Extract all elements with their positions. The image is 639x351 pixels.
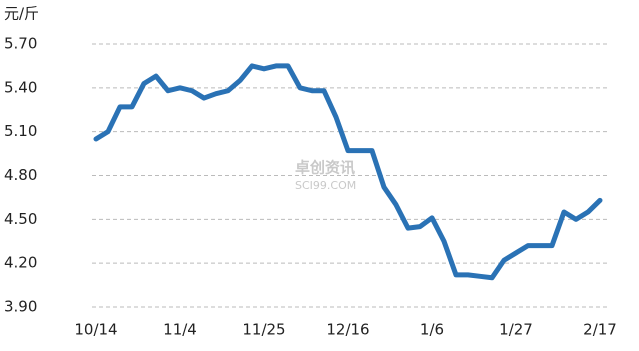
y-axis-label: 元/斤 (4, 5, 39, 23)
x-tick-label: 10/14 (74, 321, 117, 339)
y-tick-label: 5.40 (4, 78, 37, 96)
y-tick-label: 5.10 (4, 122, 37, 140)
watermark-sub: SCI99.COM (295, 179, 356, 192)
y-tick-label: 4.20 (4, 254, 37, 272)
data-line (93, 63, 603, 281)
x-tick-label: 11/25 (242, 321, 285, 339)
watermark: 卓创资讯 (295, 159, 355, 177)
y-tick-label: 4.50 (4, 210, 37, 228)
y-tick-label: 3.90 (4, 298, 37, 316)
x-tick-label: 11/4 (163, 321, 197, 339)
x-tick-label: 2/17 (583, 321, 617, 339)
y-tick-label: 4.80 (4, 166, 37, 184)
x-tick-label: 12/16 (326, 321, 369, 339)
x-tick-label: 1/27 (499, 321, 533, 339)
y-tick-label: 5.70 (4, 35, 37, 53)
x-tick-label: 1/6 (420, 321, 444, 339)
